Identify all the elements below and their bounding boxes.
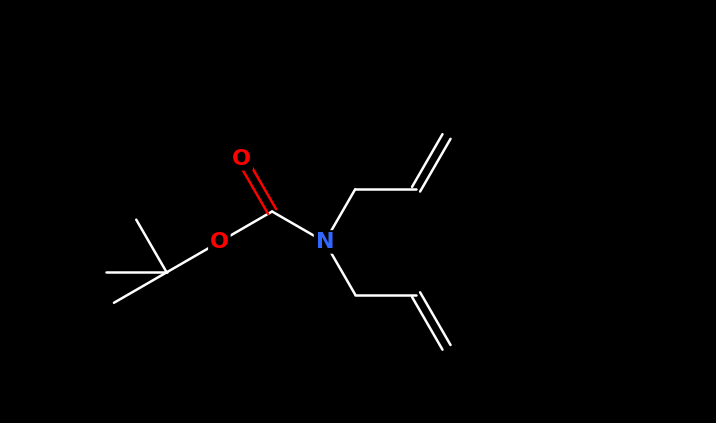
Text: O: O	[210, 232, 229, 252]
Text: N: N	[316, 232, 334, 252]
Text: O: O	[232, 149, 251, 169]
